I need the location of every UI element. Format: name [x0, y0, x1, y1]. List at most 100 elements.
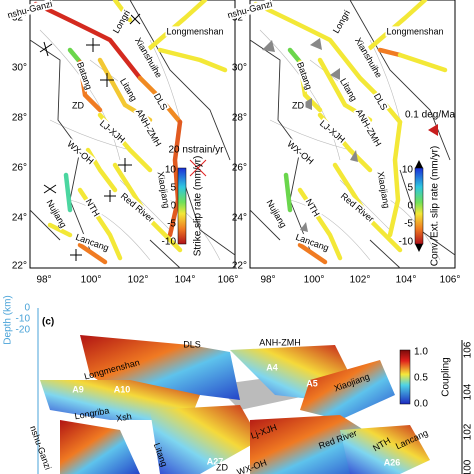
colorbar-tick: 5 [407, 183, 413, 194]
fault-label-group: Longmenshan [385, 26, 445, 37]
colorbar-tick: 0.5 [414, 373, 428, 384]
patch-label-group: A27 [207, 456, 224, 466]
x-tick-label: 106° [440, 275, 461, 286]
label-box [71, 100, 86, 111]
fault-label: Longmenshan [386, 26, 443, 36]
patch-label-group: A26 [384, 457, 401, 467]
patch-label: A26 [384, 457, 401, 467]
label-box [317, 117, 348, 146]
y-tick-label: 32° [232, 13, 247, 24]
y-tick-label: 24° [232, 213, 247, 224]
y-tick-label: 26° [12, 163, 27, 174]
depth-tick: -10 [16, 314, 31, 325]
colorbar-tick: 0.0 [414, 399, 428, 410]
label-box [352, 35, 385, 81]
label-box [110, 7, 133, 36]
slab [60, 420, 140, 474]
label-box [117, 75, 140, 104]
patch-label-group: A10 [114, 384, 131, 394]
label-box [97, 117, 128, 146]
legend-label: 0.1 deg/Ma [405, 110, 455, 121]
y-tick-label: 28° [12, 113, 27, 124]
x-tick-label: 106° [218, 275, 239, 286]
fault-label: ZD [216, 462, 228, 472]
fault-label: ANH-ZMH [259, 337, 301, 347]
colorbar-tick: 1.0 [414, 347, 428, 358]
panel-c [37, 308, 463, 474]
label-box [151, 90, 170, 113]
label-box [371, 90, 390, 113]
colorbar-label: Coupling [441, 357, 452, 396]
colorbar-tick: -10 [162, 237, 177, 248]
colorbar-arrow [415, 160, 423, 168]
fault-label-group: ANH-ZMH [259, 337, 301, 347]
depth-tick: 0 [24, 303, 30, 314]
label-box [132, 35, 165, 81]
fault-label-group: ZD [71, 100, 86, 111]
label-box [291, 100, 306, 111]
fault-label: nshu-Ganzi [28, 424, 53, 471]
label-box [155, 169, 172, 210]
colorbar [177, 167, 187, 245]
fault-label-group: Xsh [115, 411, 132, 424]
slab [340, 425, 430, 474]
fault-label: ZD [292, 100, 304, 110]
label-box [330, 7, 353, 36]
y-tick-label: 30° [232, 63, 247, 74]
x-tick-label: 104° [396, 275, 417, 286]
colorbar-tick: -5 [404, 219, 413, 230]
lat-tick: 106 [463, 341, 474, 358]
colorbar-tick: -10 [399, 237, 414, 248]
labels: 32° 30° 28° 26° 24° 22° 98° 100° 102° 10… [12, 13, 460, 286]
colorbar-label: Conv./Ext. slip rate (mm/yr) [430, 146, 441, 266]
lat-tick: 104 [463, 383, 474, 400]
legend-label: 20 nstrain/yr [168, 145, 224, 156]
label-box [73, 231, 112, 254]
label-box [44, 197, 70, 231]
y-tick-label: 30° [12, 63, 27, 74]
patch-label-group: A9 [72, 384, 84, 394]
label-box [264, 197, 290, 231]
fault-label: ZD [72, 100, 84, 110]
label-box [284, 138, 317, 167]
x-tick-label: 102° [128, 275, 149, 286]
x-tick-label: 102° [350, 275, 371, 286]
label-box [225, 0, 275, 21]
x-tick-label: 104° [175, 275, 196, 286]
y-tick-label: 28° [232, 113, 247, 124]
colorbar-tick: -5 [167, 219, 176, 230]
fault-label-group: ZD [291, 100, 306, 111]
fault-label-group: Longmenshan [165, 26, 225, 37]
colorbar-tick: 0 [170, 201, 176, 212]
depth-label: Depth (km) [3, 295, 14, 344]
slab [300, 360, 395, 420]
y-tick-label: 26° [232, 163, 247, 174]
label-box [338, 190, 377, 225]
colorbar [399, 349, 411, 405]
x-tick-label: 98° [36, 275, 51, 286]
panel-tag: (c) [42, 317, 54, 328]
y-tick-label: 24° [12, 213, 27, 224]
x-tick-label: 100° [304, 275, 325, 286]
y-tick-label: 32° [12, 13, 27, 24]
x-tick-label: 100° [81, 275, 102, 286]
slab [150, 405, 260, 474]
label-box [5, 0, 55, 21]
colorbar-tick: 5 [170, 183, 176, 194]
depth-tick: -20 [16, 325, 31, 336]
x-tick-label: 98° [260, 275, 275, 286]
rotation-wedges [262, 38, 438, 232]
fault-label: Longmenshan [166, 26, 223, 36]
label-box [303, 196, 322, 220]
lat-tick: 102 [463, 423, 474, 440]
patch-label-group: A5 [306, 378, 318, 388]
fault-label: DLS [183, 339, 201, 349]
fault-label-group: DLS [183, 339, 201, 349]
label-box [385, 26, 445, 37]
fault-label: Xsh [115, 411, 132, 424]
patch-label: A27 [207, 456, 224, 466]
y-tick-label: 22° [12, 261, 27, 272]
label-box [337, 75, 360, 104]
label-box [133, 106, 164, 150]
